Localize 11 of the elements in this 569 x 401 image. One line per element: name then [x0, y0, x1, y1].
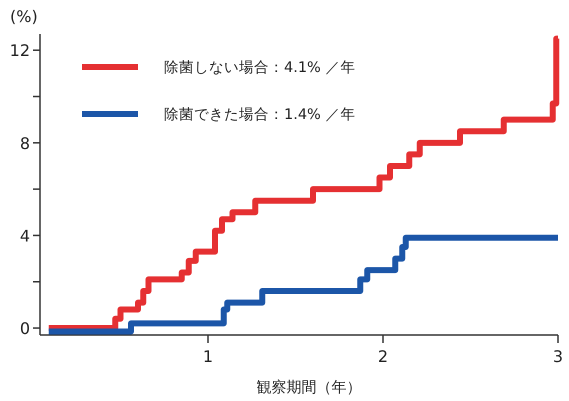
legend-label: 除菌しない場合：4.1% ／年: [164, 59, 356, 76]
legend-label: 除菌できた場合：1.4% ／年: [164, 106, 356, 123]
y-tick-label: 0: [20, 319, 30, 338]
x-tick-label: 3: [552, 347, 564, 366]
x-tick-label: 1: [202, 347, 214, 366]
y-tick-label: 8: [20, 134, 30, 153]
y-tick-label: 4: [20, 226, 30, 246]
x-axis-title: 観察期間（年）: [256, 378, 362, 396]
x-tick-label: 2: [378, 347, 388, 366]
y-axis-title: (%): [10, 7, 38, 26]
y-tick-label: 12: [10, 41, 30, 60]
